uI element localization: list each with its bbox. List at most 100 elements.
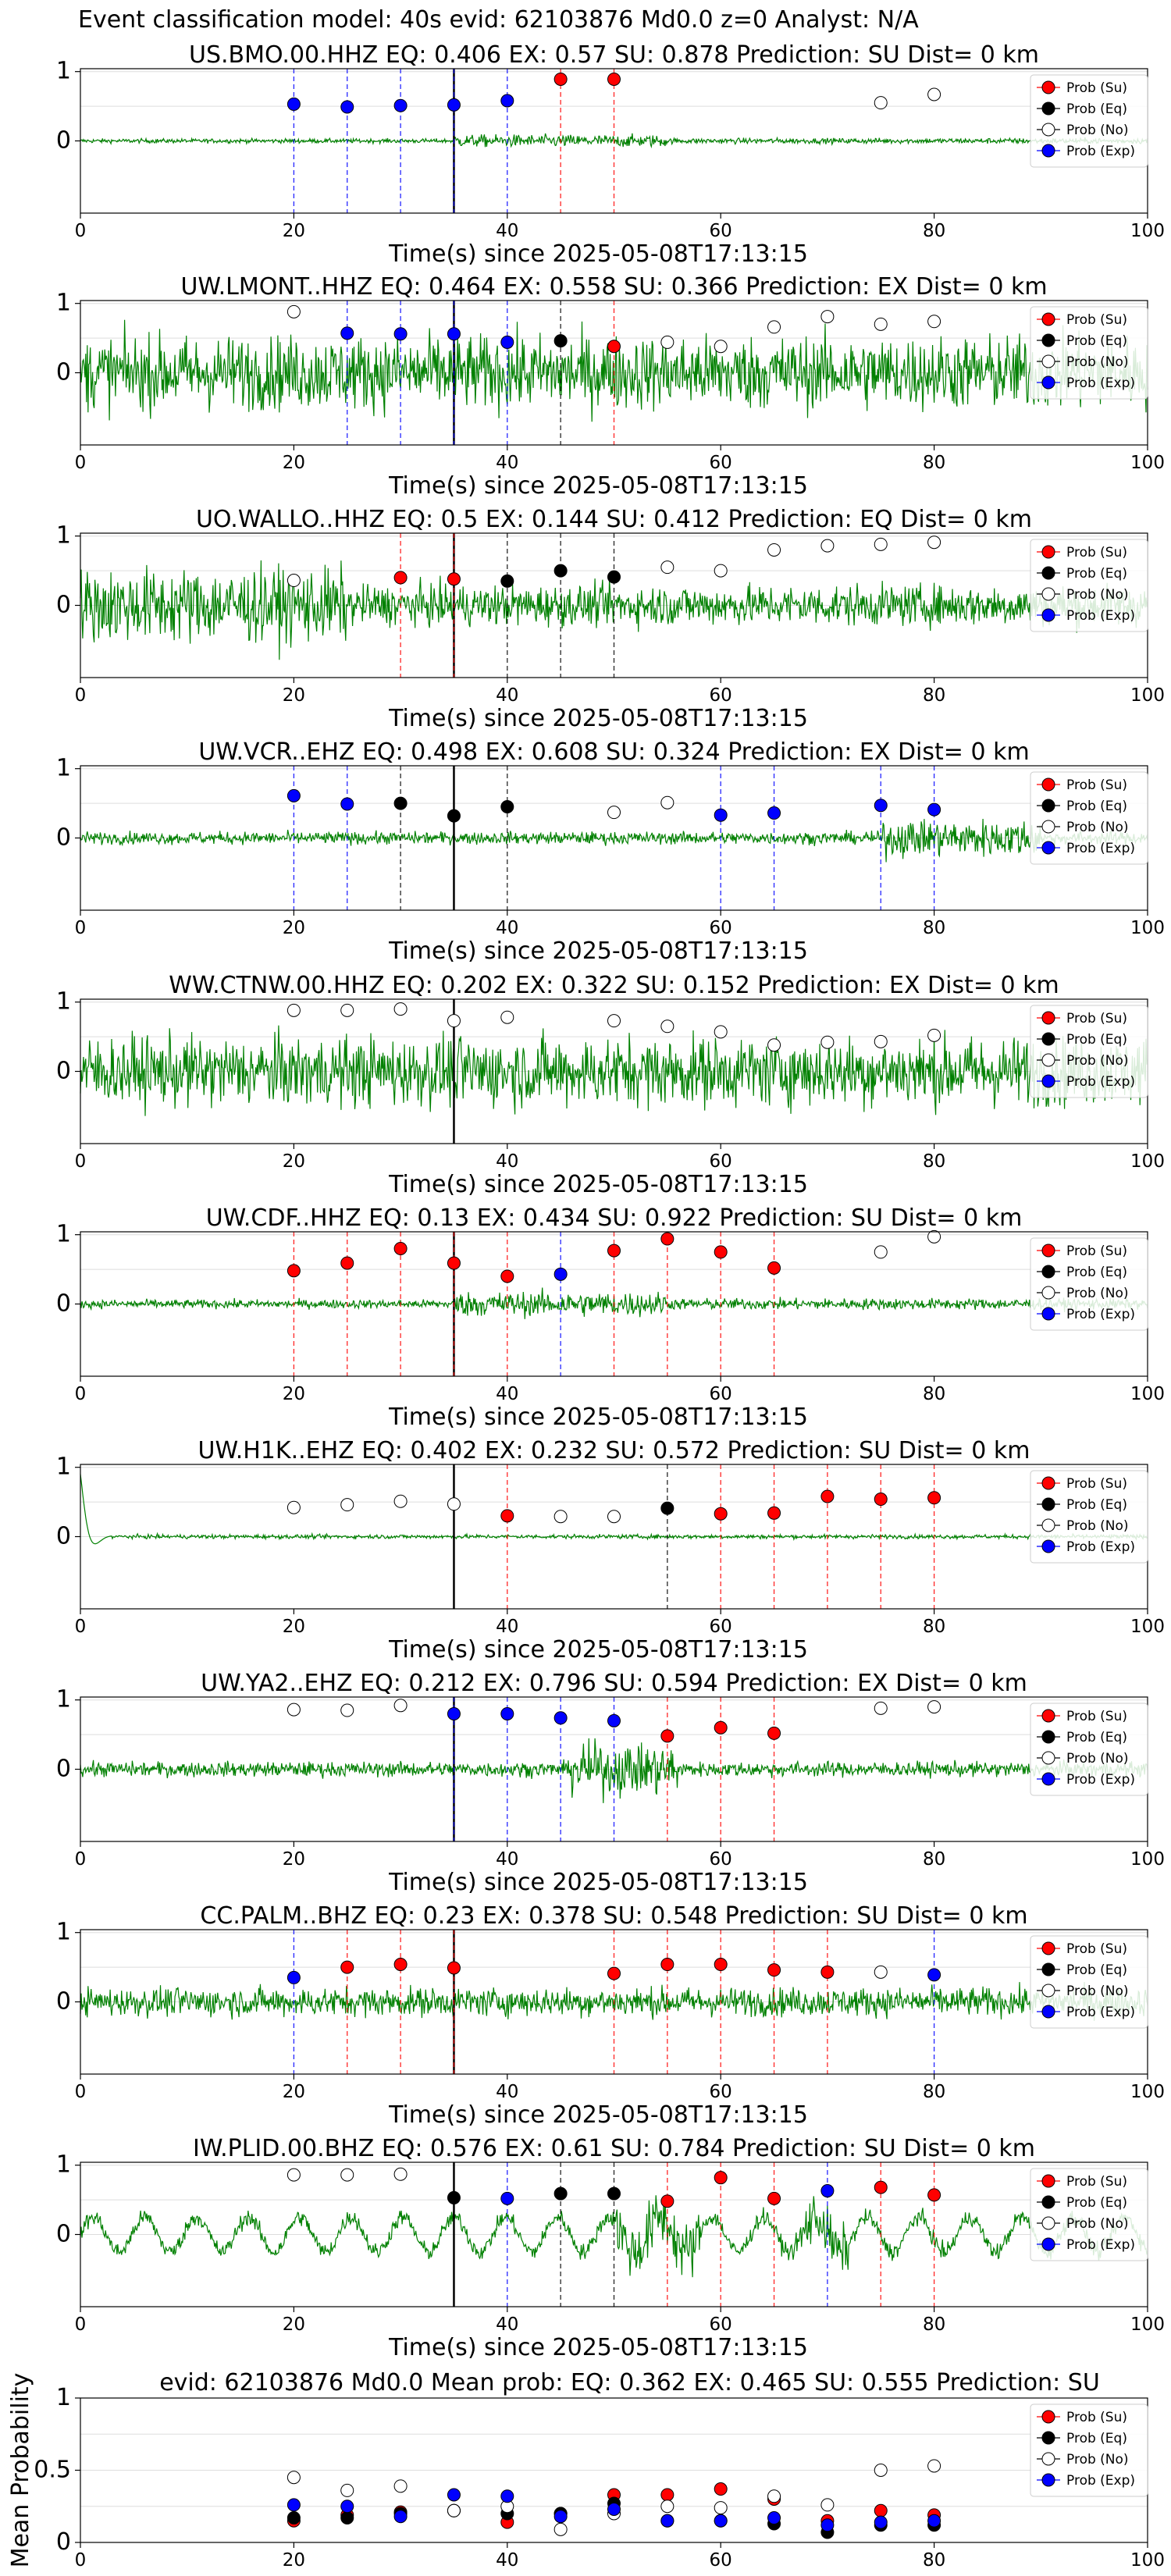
legend-marker-eq — [1041, 333, 1055, 347]
x-tick-label: 0 — [75, 1617, 87, 1637]
prob-marker-su — [660, 1729, 674, 1743]
y-tick-label: 0 — [56, 592, 71, 619]
legend-box — [1030, 539, 1148, 632]
prob-marker-su — [500, 1269, 514, 1283]
legend-label-su: Prob (Su) — [1066, 1941, 1127, 1957]
legend-label-su: Prob (Su) — [1066, 312, 1127, 328]
x-tick-label: 60 — [710, 2082, 732, 2102]
legend-label-exp: Prob (Exp) — [1066, 1539, 1135, 1555]
mean-marker-exp — [340, 2500, 354, 2514]
waveform-trace — [80, 818, 1148, 863]
legend-marker-su — [1041, 1244, 1055, 1258]
legend-box — [1030, 2403, 1148, 2497]
prob-marker-su — [767, 1261, 781, 1275]
legend-marker-su — [1041, 545, 1055, 559]
mean-marker-eq — [340, 2511, 354, 2525]
y-tick-label: 0 — [56, 1058, 71, 1085]
prob-marker-no — [287, 304, 301, 318]
x-axis-label: Time(s) since 2025-05-08T17:13:15 — [388, 1404, 808, 1431]
y-tick-label: 1 — [56, 290, 71, 317]
prob-marker-no — [714, 564, 728, 578]
mean-marker-no — [874, 2464, 888, 2477]
legend-marker-eq — [1041, 2431, 1055, 2445]
prob-marker-exp — [340, 797, 354, 811]
prob-marker-no — [767, 543, 781, 557]
y-tick-label: 1 — [56, 58, 71, 85]
prob-marker-exp — [287, 97, 301, 111]
legend-marker-exp — [1041, 2237, 1055, 2251]
prob-marker-exp — [340, 326, 354, 340]
x-tick-label: 20 — [283, 453, 305, 473]
panel-10: IW.PLID.00.BHZ EQ: 0.576 EX: 0.61 SU: 0.… — [56, 2135, 1165, 2361]
prob-marker-no — [927, 87, 941, 101]
prob-marker-exp — [820, 2184, 835, 2198]
prob-marker-eq — [500, 574, 514, 588]
x-tick-label: 60 — [710, 1849, 732, 1870]
legend-marker-exp — [1041, 1539, 1055, 1553]
legend-label-eq: Prob (Eq) — [1066, 333, 1127, 349]
prob-marker-no — [447, 1497, 461, 1511]
prob-marker-no — [874, 1965, 888, 1979]
x-tick-label: 40 — [496, 221, 518, 241]
x-tick-label: 60 — [710, 453, 732, 473]
panel-2: UW.LMONT..HHZ EQ: 0.464 EX: 0.558 SU: 0.… — [56, 273, 1165, 500]
legend-box — [1030, 74, 1148, 168]
prob-marker-exp — [874, 799, 888, 813]
prob-marker-eq — [660, 1501, 674, 1515]
prob-marker-su — [767, 1726, 781, 1740]
prob-marker-no — [393, 1699, 408, 1713]
x-tick-label: 40 — [496, 2550, 518, 2571]
prob-marker-exp — [447, 1706, 461, 1720]
x-tick-label: 20 — [283, 2314, 305, 2335]
legend-label-su: Prob (Su) — [1066, 2174, 1127, 2190]
panel-7: UW.H1K..EHZ EQ: 0.402 EX: 0.232 SU: 0.57… — [56, 1437, 1165, 1663]
prob-marker-no — [927, 1229, 941, 1244]
x-tick-label: 60 — [710, 1151, 732, 1172]
prob-marker-eq — [553, 334, 568, 348]
x-tick-label: 20 — [283, 1617, 305, 1637]
prob-marker-su — [607, 340, 621, 354]
x-tick-label: 100 — [1130, 453, 1165, 473]
mean-marker-su — [874, 2503, 888, 2517]
mean-marker-no — [820, 2498, 835, 2512]
mean-marker-su — [660, 2488, 674, 2502]
prob-marker-su — [660, 1232, 674, 1246]
prob-marker-no — [660, 335, 674, 349]
legend-marker-su — [1041, 312, 1055, 326]
x-tick-label: 80 — [923, 1849, 945, 1870]
legend-box — [1030, 1470, 1148, 1564]
prob-marker-no — [287, 1500, 301, 1514]
x-tick-label: 20 — [283, 918, 305, 938]
x-tick-label: 100 — [1130, 1849, 1165, 1870]
prob-marker-exp — [767, 806, 781, 820]
legend-label-su: Prob (Su) — [1066, 545, 1127, 560]
mean-marker-exp — [874, 2515, 888, 2529]
legend-marker-su — [1041, 2174, 1055, 2188]
y-tick-label: 0 — [56, 359, 71, 386]
legend-label-no: Prob (No) — [1066, 2452, 1129, 2467]
x-tick-label: 80 — [923, 1151, 945, 1172]
x-tick-label: 80 — [923, 685, 945, 706]
legend-label-exp: Prob (Exp) — [1066, 2005, 1135, 2020]
legend-label-exp: Prob (Exp) — [1066, 2237, 1135, 2253]
x-tick-label: 60 — [710, 918, 732, 938]
panel-title: WW.CTNW.00.HHZ EQ: 0.202 EX: 0.322 SU: 0… — [169, 972, 1059, 999]
y-tick-label: 1 — [56, 755, 71, 782]
x-tick-label: 100 — [1130, 1617, 1165, 1637]
x-axis-label: Time(s) since 2025-05-08T17:13:15 — [388, 705, 808, 732]
prob-marker-no — [927, 315, 941, 329]
prob-marker-su — [447, 1256, 461, 1270]
prob-marker-su — [393, 571, 408, 585]
x-axis-label: Time(s) since 2025-05-08T17:13:15 — [388, 2334, 808, 2361]
x-tick-label: 0 — [75, 453, 87, 473]
prob-marker-no — [767, 1038, 781, 1052]
x-tick-label: 60 — [710, 1617, 732, 1637]
prob-marker-exp — [287, 788, 301, 802]
x-tick-label: 0 — [75, 1384, 87, 1404]
mean-marker-no — [553, 2522, 568, 2536]
x-tick-label: 100 — [1130, 918, 1165, 938]
legend-marker-exp — [1041, 1772, 1055, 1786]
x-tick-label: 60 — [710, 221, 732, 241]
x-tick-label: 20 — [283, 221, 305, 241]
prob-marker-su — [340, 1256, 354, 1270]
